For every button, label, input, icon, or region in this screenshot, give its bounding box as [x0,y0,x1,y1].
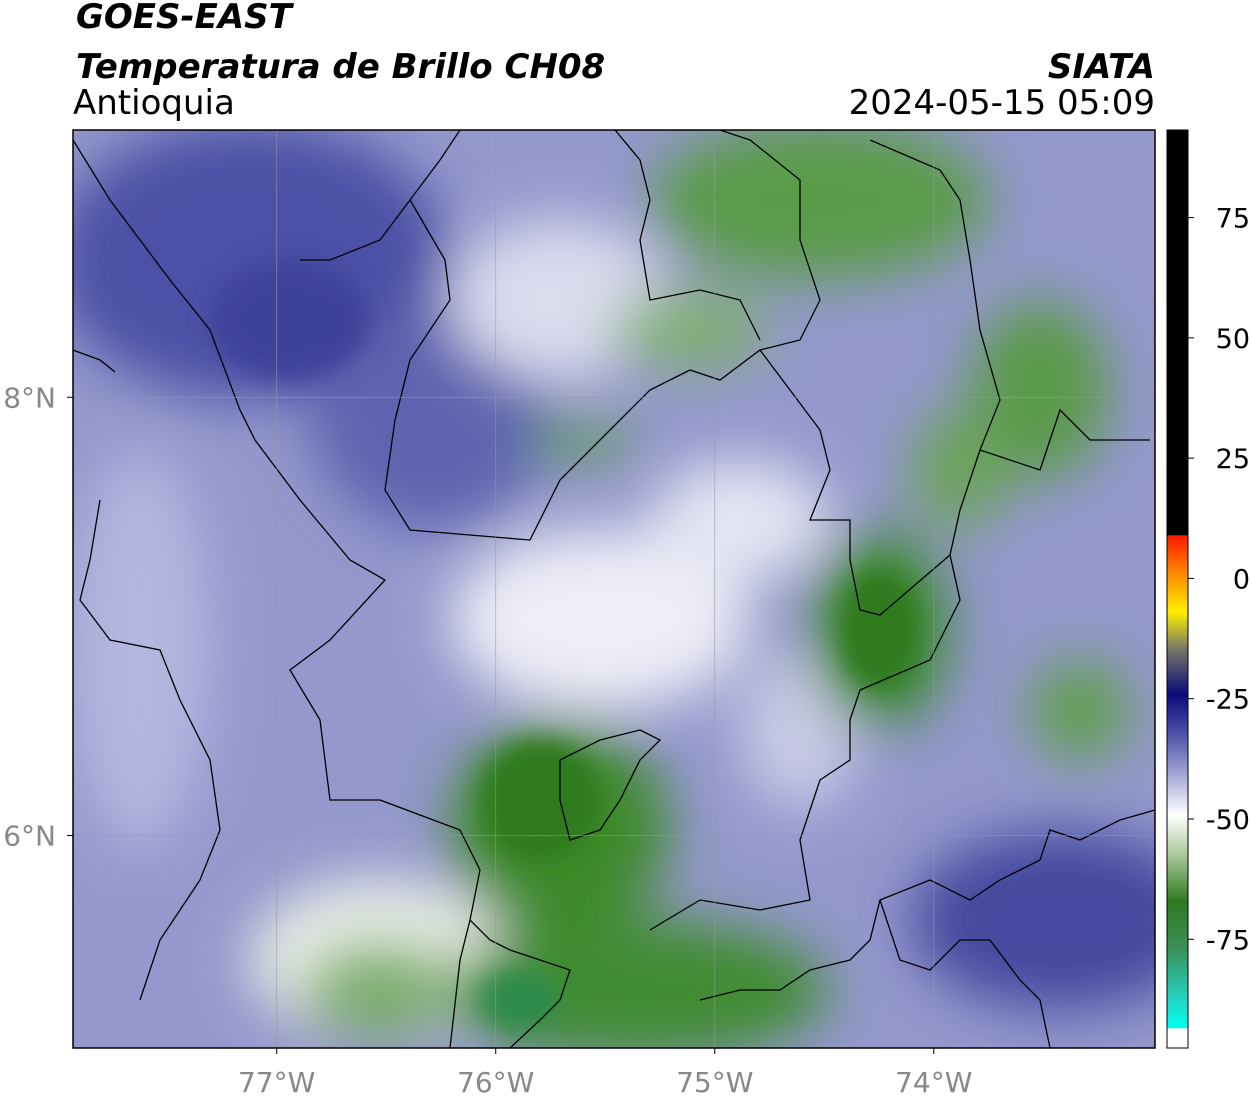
x-tick-label: 74°W [895,1066,972,1099]
x-tick-label: 76°W [457,1066,534,1099]
grid [73,130,1155,1048]
region: Antioquia [73,83,235,123]
satellite: GOES-EAST [76,0,295,37]
colorbar-tick-label: 0 [1233,564,1250,595]
y-tick-label: 6°N [3,819,56,852]
product: Temperatura de Brillo CH08 [76,47,605,87]
x-tick-label: 77°W [238,1066,315,1099]
y-tick-label: 8°N [3,381,56,414]
colorbar-tick-label: 25 [1216,444,1250,475]
colorbar-tick-label: -75 [1206,925,1250,956]
colorbar-tick-label: 50 [1216,324,1250,355]
datetime: 2024-05-15 05:09 [849,83,1155,123]
colorbar-tick-label: -50 [1206,805,1250,836]
map-frame [72,129,1156,1049]
colorbar-tick-label: 75 [1216,204,1250,235]
colorbar [1166,129,1189,1049]
map-imagery [73,130,1155,1048]
source: SIATA [1048,47,1155,87]
colorbar-tick-label: -25 [1206,685,1250,716]
x-tick-label: 75°W [676,1066,753,1099]
